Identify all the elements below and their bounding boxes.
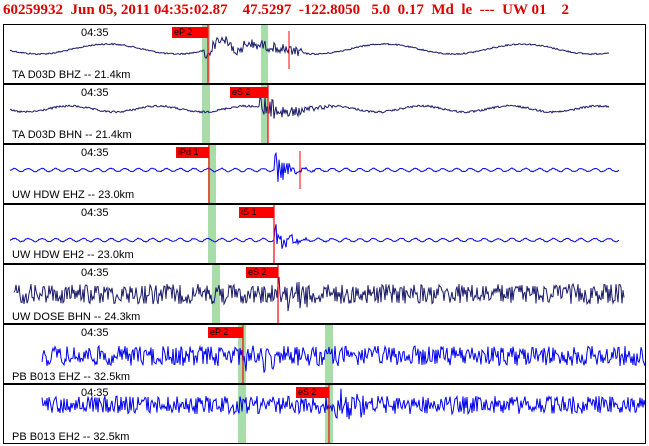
pick-window (202, 85, 210, 143)
pick-label[interactable]: iPd 1 (176, 147, 209, 158)
pick-window (208, 145, 216, 203)
station-channel-label: UW DOSE BHN -- 24.3km (12, 311, 141, 323)
pick-window (261, 25, 268, 83)
pick-window (212, 265, 220, 323)
station-channel-label: PB B013 EH2 -- 32.5km (12, 431, 130, 443)
event-summary-bar: 60259932 Jun 05, 2011 04:35:02.87 47.529… (0, 0, 649, 22)
waveform-canvas (9, 205, 620, 263)
pick-label[interactable]: iS 1 (239, 207, 274, 218)
waveform-trace (9, 224, 620, 249)
waveform-canvas (41, 325, 645, 383)
waveform-canvas (13, 265, 625, 323)
waveform-canvas (9, 145, 620, 203)
waveform-trace (41, 388, 645, 420)
station-channel-label: PB B013 EHZ -- 32.5km (12, 371, 130, 383)
trace-start-time: 04:35 (81, 147, 109, 159)
station-channel-label: UW HDW EHZ -- 23.0km (12, 189, 135, 201)
seismogram-panel[interactable]: 04:35 eS 2 PB B013 EH2 -- 32.5km (3, 384, 646, 444)
pick-label[interactable]: eP 2 (172, 27, 208, 38)
station-channel-label: UW HDW EH2 -- 23.0km (12, 249, 134, 261)
pick-window (202, 25, 210, 83)
waveform-canvas (41, 385, 645, 443)
pick-window (238, 385, 246, 443)
waveform-trace (9, 35, 610, 60)
pick-window (325, 325, 333, 383)
waveform-trace (9, 95, 610, 119)
waveform-trace (41, 344, 645, 373)
trace-start-time: 04:35 (81, 27, 109, 39)
pick-label[interactable]: eS 2 (296, 387, 329, 398)
trace-start-time: 04:35 (81, 327, 109, 339)
station-channel-label: TA D03D BHZ -- 21.4km (12, 69, 131, 81)
trace-start-time: 04:35 (81, 267, 109, 279)
waveform-trace (9, 151, 620, 182)
pick-label[interactable]: eS 2 (230, 87, 268, 98)
event-summary-text: 60259932 Jun 05, 2011 04:35:02.87 47.529… (3, 2, 569, 18)
pick-label[interactable]: eS 2 (246, 267, 278, 278)
trace-start-time: 04:35 (81, 387, 109, 399)
trace-start-time: 04:35 (81, 207, 109, 219)
trace-start-time: 04:35 (81, 87, 109, 99)
seismogram-panel[interactable]: 04:35 eP 2 PB B013 EHZ -- 32.5km (3, 324, 646, 384)
waveform-trace (13, 276, 625, 312)
seismogram-stack[interactable]: 04:35 eP 2 TA D03D BHZ -- 21.4km 04:35 eS 2 T… (0, 22, 649, 446)
seismogram-panel[interactable]: 04:35 eS 2 TA D03D BHN -- 21.4km (3, 84, 646, 144)
seismogram-panel[interactable]: 04:35 iS 1 UW HDW EH2 -- 23.0km (3, 204, 646, 264)
pick-label[interactable]: eP 2 (208, 327, 243, 338)
station-channel-label: TA D03D BHN -- 21.4km (12, 129, 132, 141)
waveform-canvas (9, 85, 610, 143)
seismogram-panel[interactable]: 04:35 iPd 1 UW HDW EHZ -- 23.0km (3, 144, 646, 204)
seismogram-panel[interactable]: 04:35 eS 2 UW DOSE BHN -- 24.3km (3, 264, 646, 324)
pick-window (208, 205, 216, 263)
seismogram-panel[interactable]: 04:35 eP 2 TA D03D BHZ -- 21.4km (3, 24, 646, 84)
waveform-canvas (9, 25, 610, 83)
